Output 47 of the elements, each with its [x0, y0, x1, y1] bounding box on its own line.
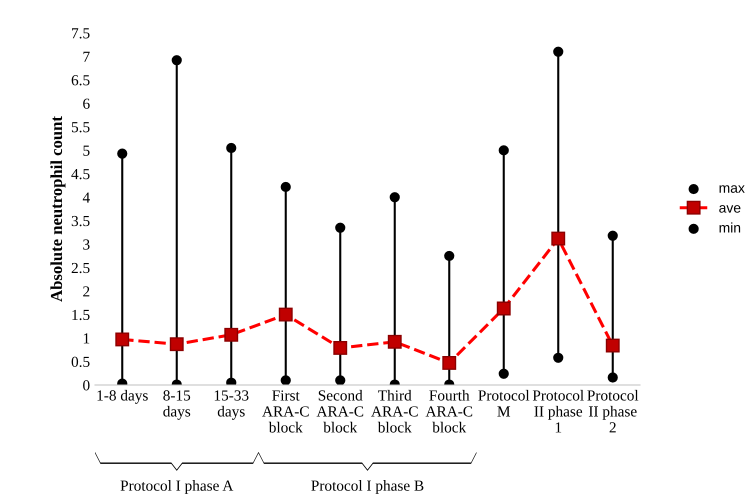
- y-tick-label: 6.5: [72, 75, 90, 86]
- y-tick-label: 5.5: [72, 122, 90, 132]
- y-axis-title: Absolute neutrophil count: [50, 116, 66, 302]
- y-tick-label: 5: [83, 146, 90, 156]
- y-tick-label: 7.5: [72, 28, 90, 39]
- x-tick-label: Third ARA-C block: [371, 390, 418, 433]
- y-tick-label: 6: [83, 98, 90, 109]
- point: [280, 375, 291, 385]
- y-tick-label: 3: [83, 239, 90, 250]
- legend-label: ave: [719, 205, 740, 213]
- point: [553, 352, 564, 363]
- text: Protocol I phase A: [120, 480, 234, 494]
- x-tick-label: Second ARA-C block: [316, 390, 364, 433]
- point: [280, 182, 291, 192]
- x-tick-label: Protocol II phase 1: [532, 390, 584, 432]
- legend-label: min: [720, 222, 740, 232]
- point: [498, 368, 509, 379]
- y-tick-label: 1.5: [72, 310, 90, 320]
- x-tick-label: Fourth ARA-C block: [426, 390, 472, 433]
- x-tick-label: First ARA-C block: [262, 390, 309, 433]
- x-tick-label: Protocol II phase 2: [587, 390, 638, 432]
- point: [335, 222, 346, 233]
- y-tick-label: 0.5: [72, 356, 90, 368]
- point: [498, 145, 509, 156]
- point: [553, 46, 564, 57]
- y-tick-label: 2.5: [72, 262, 90, 274]
- point: [444, 250, 454, 262]
- point: [608, 372, 618, 383]
- point: [226, 142, 236, 154]
- x-tick-label: 15-33 days: [214, 390, 248, 420]
- y-tick-label: 2: [83, 286, 90, 296]
- x-tick-label: Protocol M: [478, 390, 530, 416]
- y-tick-label: 1: [84, 333, 90, 344]
- y-tick-label: 3.5: [72, 216, 90, 226]
- x-tick-label: 1-8 days: [98, 390, 148, 404]
- point: [608, 230, 618, 241]
- y-tick-label: 4: [82, 192, 90, 203]
- y-tick-label: 7: [84, 52, 90, 62]
- point: [390, 192, 400, 202]
- point: [172, 55, 182, 66]
- text: Protocol I phase B: [311, 480, 424, 494]
- point: [117, 148, 128, 159]
- y-tick-label: 0: [83, 380, 90, 390]
- x-tick-label: 8-15 days: [163, 390, 190, 420]
- point: [335, 375, 346, 385]
- y-tick-label: 4.5: [71, 169, 90, 180]
- legend-label: max: [720, 185, 745, 193]
